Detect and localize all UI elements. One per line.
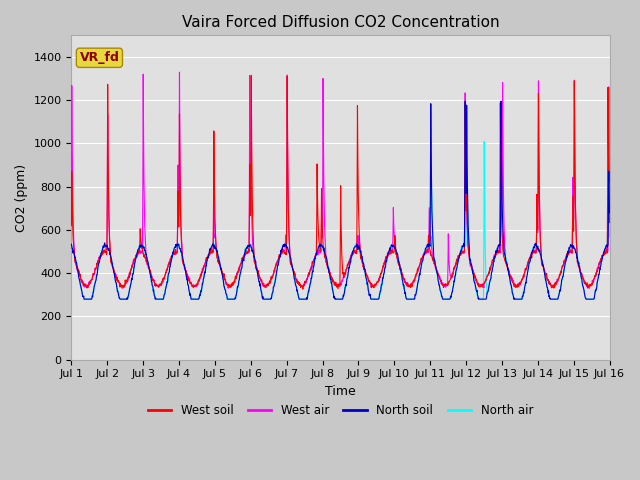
Legend: West soil, West air, North soil, North air: West soil, West air, North soil, North a…: [143, 399, 538, 422]
X-axis label: Time: Time: [325, 385, 356, 398]
Y-axis label: CO2 (ppm): CO2 (ppm): [15, 164, 28, 231]
Text: VR_fd: VR_fd: [79, 51, 119, 64]
Title: Vaira Forced Diffusion CO2 Concentration: Vaira Forced Diffusion CO2 Concentration: [182, 15, 499, 30]
